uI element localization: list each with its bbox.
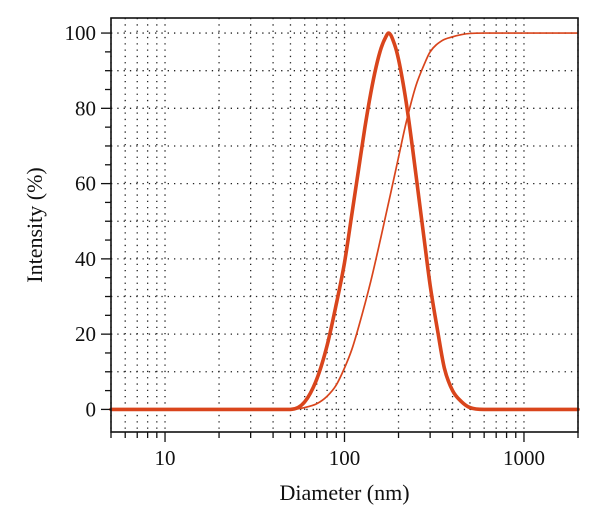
tick-labels: 10 100 1000 0 20 40 60 80 100 (65, 21, 545, 470)
y-axis-label: Intensity (%) (22, 167, 47, 282)
axis-ticks (101, 32, 579, 442)
x-axis-label: Diameter (nm) (279, 480, 409, 505)
x-tick-label: 100 (329, 446, 361, 470)
grid-lines (110, 18, 579, 432)
intensity-distribution-line (109, 31, 580, 412)
y-tick-label: 100 (65, 21, 97, 45)
y-tick-label: 80 (75, 96, 96, 120)
y-tick-label: 20 (75, 322, 96, 346)
series-layer (109, 31, 580, 412)
y-tick-label: 40 (75, 247, 96, 271)
cumulative-intensity-line (110, 32, 579, 411)
y-tick-label: 60 (75, 172, 96, 196)
y-tick-label: 0 (86, 397, 97, 421)
x-tick-label: 10 (155, 446, 176, 470)
x-tick-label: 1000 (503, 446, 545, 470)
